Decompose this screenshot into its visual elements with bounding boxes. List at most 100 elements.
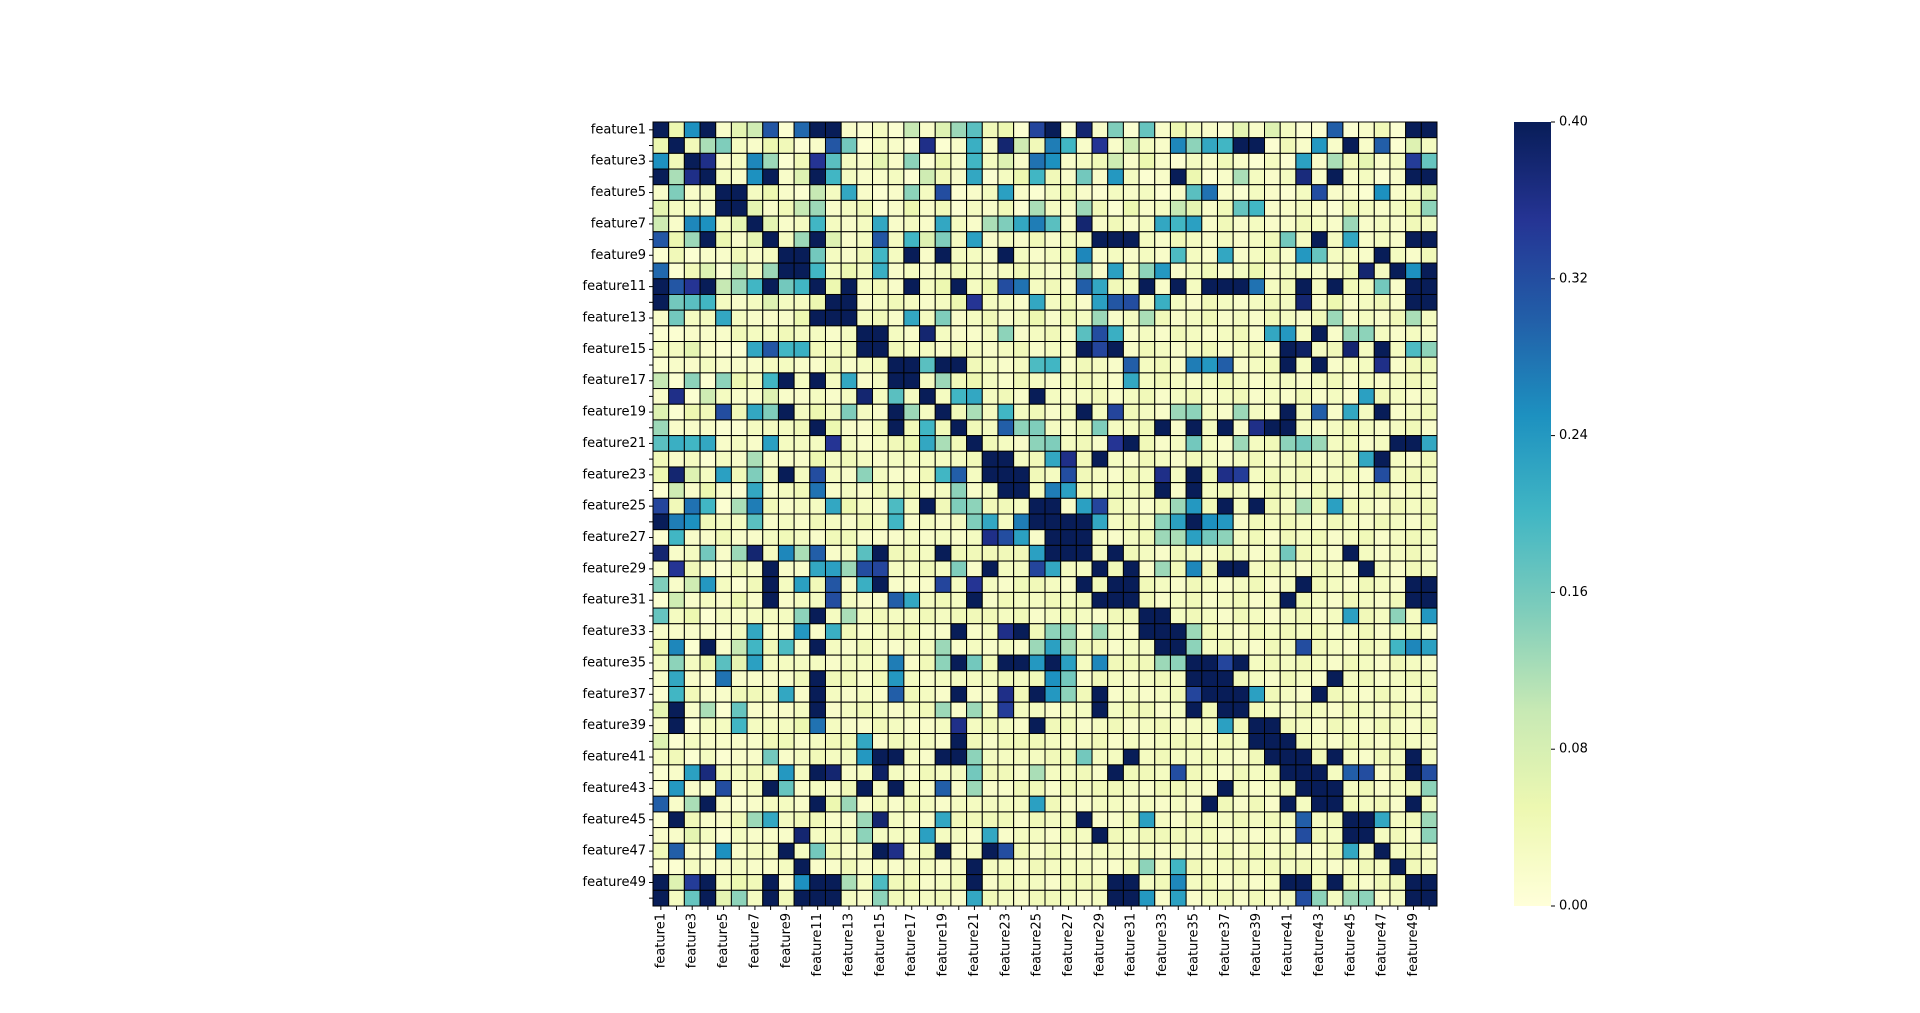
cell bbox=[934, 497, 952, 515]
cell bbox=[824, 341, 842, 358]
cell bbox=[1091, 827, 1109, 844]
cell bbox=[872, 278, 889, 295]
cell bbox=[1420, 748, 1438, 766]
cell bbox=[668, 607, 685, 625]
cell bbox=[1060, 717, 1077, 735]
cell bbox=[1201, 388, 1218, 405]
cell bbox=[1373, 152, 1391, 170]
cell bbox=[699, 670, 717, 687]
cell bbox=[1264, 435, 1281, 452]
cell bbox=[1028, 795, 1046, 813]
cell bbox=[1389, 231, 1407, 248]
cell bbox=[1248, 231, 1266, 248]
y-tick-label: feature37 bbox=[583, 687, 646, 702]
cell bbox=[1311, 576, 1328, 593]
cell bbox=[1013, 764, 1030, 782]
cell bbox=[1232, 685, 1250, 703]
cell bbox=[903, 262, 921, 280]
cell bbox=[746, 842, 764, 860]
cell bbox=[1091, 325, 1109, 343]
cell bbox=[715, 764, 732, 782]
cell bbox=[1216, 262, 1234, 280]
cell bbox=[762, 701, 779, 719]
cell bbox=[997, 654, 1015, 672]
cell bbox=[1232, 246, 1250, 264]
cell bbox=[1075, 701, 1093, 719]
cell bbox=[683, 372, 701, 390]
cell bbox=[824, 513, 842, 531]
cell bbox=[824, 874, 842, 891]
cell bbox=[1028, 654, 1046, 672]
cell bbox=[715, 341, 732, 358]
cell bbox=[1311, 388, 1328, 405]
cell bbox=[1138, 858, 1156, 876]
cell bbox=[872, 215, 889, 233]
cell bbox=[1326, 152, 1344, 170]
cell bbox=[1044, 827, 1062, 844]
cell bbox=[1013, 246, 1030, 264]
cell bbox=[1420, 262, 1438, 280]
cell bbox=[1295, 607, 1313, 625]
cell bbox=[1295, 482, 1313, 499]
cell bbox=[1264, 231, 1281, 248]
cell bbox=[1295, 670, 1313, 687]
cell bbox=[730, 529, 748, 546]
cell bbox=[1185, 215, 1203, 233]
cell bbox=[1122, 701, 1140, 719]
cell bbox=[856, 827, 874, 844]
cell bbox=[919, 121, 936, 139]
cell bbox=[934, 466, 952, 484]
cell bbox=[1358, 576, 1375, 593]
cell bbox=[1279, 889, 1297, 907]
cell bbox=[1311, 858, 1328, 876]
cell bbox=[746, 231, 764, 248]
cell bbox=[730, 607, 748, 625]
cell bbox=[1216, 246, 1234, 264]
cell bbox=[1279, 325, 1297, 343]
cell bbox=[699, 137, 717, 154]
cell bbox=[762, 670, 779, 687]
cell bbox=[715, 623, 732, 640]
cell bbox=[887, 889, 905, 907]
cell bbox=[1075, 121, 1093, 139]
cell bbox=[777, 591, 795, 609]
cell bbox=[887, 450, 905, 468]
cell bbox=[1279, 638, 1297, 656]
cell bbox=[1389, 623, 1407, 640]
cell bbox=[746, 560, 764, 578]
cell bbox=[1279, 717, 1297, 735]
cell bbox=[1138, 262, 1156, 280]
cell bbox=[1028, 419, 1046, 437]
cell bbox=[1028, 780, 1046, 797]
x-tick-label: feature33 bbox=[1155, 913, 1170, 976]
cell bbox=[1216, 638, 1234, 656]
cell bbox=[652, 607, 670, 625]
cell bbox=[668, 184, 685, 201]
cell bbox=[1279, 842, 1297, 860]
cell bbox=[872, 842, 889, 860]
cell bbox=[872, 168, 889, 186]
cell bbox=[652, 215, 670, 233]
cell bbox=[1091, 246, 1109, 264]
cell bbox=[1420, 795, 1438, 813]
cell bbox=[840, 152, 858, 170]
cell bbox=[1373, 638, 1391, 656]
cell bbox=[1311, 435, 1328, 452]
cell bbox=[872, 638, 889, 656]
cell bbox=[793, 466, 811, 484]
cell bbox=[668, 356, 685, 374]
cell bbox=[966, 419, 983, 437]
cell bbox=[1311, 215, 1328, 233]
cell bbox=[793, 388, 811, 405]
cell bbox=[1091, 764, 1109, 782]
cell bbox=[1044, 544, 1062, 562]
cell bbox=[1295, 638, 1313, 656]
cell bbox=[1248, 388, 1266, 405]
cell bbox=[1122, 685, 1140, 703]
cell bbox=[746, 889, 764, 907]
cell bbox=[1326, 733, 1344, 750]
cell bbox=[1107, 388, 1124, 405]
cell bbox=[1232, 497, 1250, 515]
cell bbox=[715, 513, 732, 531]
cell bbox=[809, 717, 826, 735]
